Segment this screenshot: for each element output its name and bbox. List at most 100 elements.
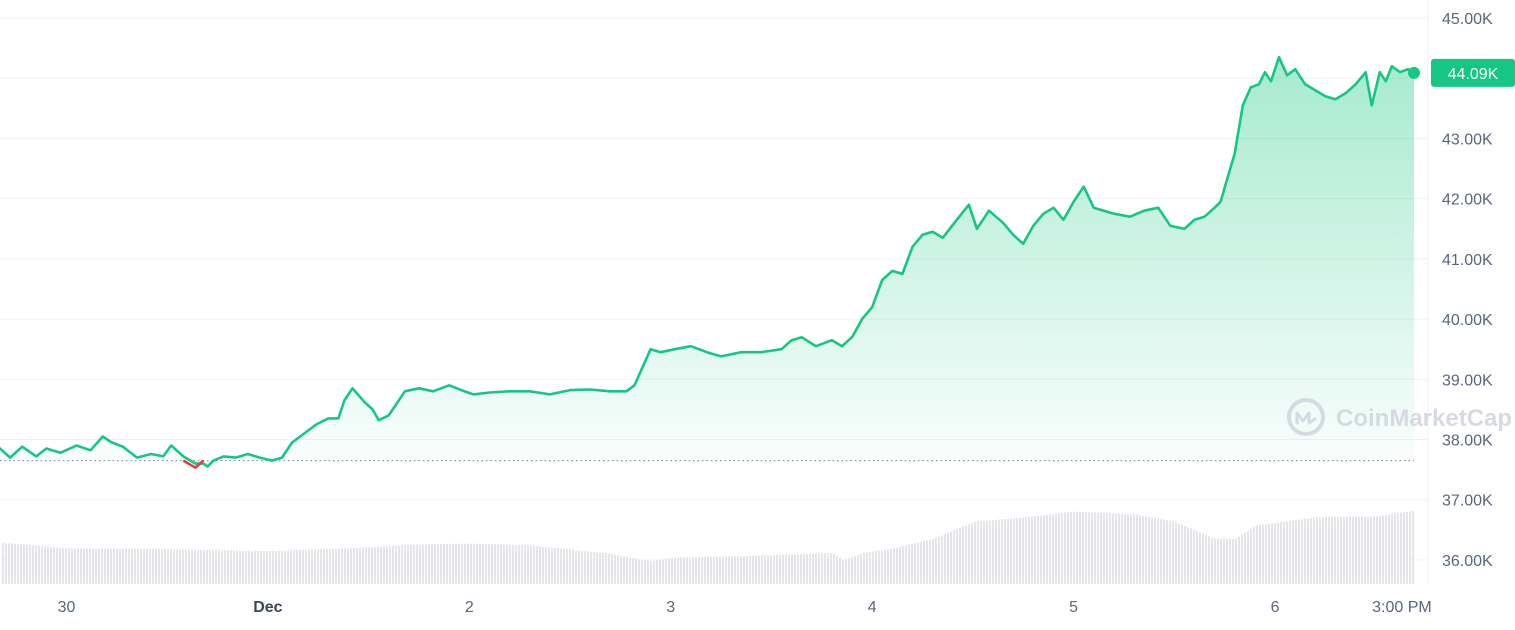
volume-bar <box>1010 518 1012 584</box>
volume-bar <box>158 549 160 584</box>
volume-bar <box>188 549 190 584</box>
volume-bar <box>1163 519 1165 584</box>
volume-bar <box>176 549 178 584</box>
volume-bar <box>227 550 229 584</box>
volume-bar <box>707 556 709 584</box>
volume-bar <box>290 550 292 584</box>
volume-bar <box>527 545 529 584</box>
volume-bar <box>1277 522 1279 584</box>
volume-bar <box>695 557 697 584</box>
volume-bar <box>1187 527 1189 584</box>
volume-bar <box>476 543 478 584</box>
volume-bar <box>179 549 181 584</box>
volume-bar <box>845 559 847 584</box>
volume-bar <box>986 520 988 584</box>
volume-bar <box>344 548 346 584</box>
volume-bar <box>194 549 196 584</box>
volume-bar <box>1181 524 1183 584</box>
volume-bar <box>662 559 664 584</box>
volume-bar <box>575 550 577 584</box>
volume-bar <box>734 556 736 584</box>
price-line-down-segment <box>182 459 205 469</box>
volume-bar <box>815 553 817 584</box>
volume-bar <box>542 546 544 584</box>
volume-bar <box>1286 521 1288 584</box>
volume-bar <box>755 555 757 584</box>
volume-bar <box>1121 513 1123 584</box>
volume-bar <box>824 553 826 584</box>
volume-bar <box>584 551 586 584</box>
x-tick-label: 2 <box>465 599 474 616</box>
volume-bar <box>743 555 745 584</box>
volume-bar <box>1238 536 1240 584</box>
volume-bar <box>608 553 610 584</box>
volume-bar <box>233 550 235 584</box>
volume-bar <box>971 522 973 584</box>
volume-bar <box>530 545 532 584</box>
volume-bar <box>1340 516 1342 584</box>
volume-bar <box>758 555 760 584</box>
volume-bar <box>197 549 199 584</box>
volume-bar <box>1040 515 1042 584</box>
volume-bar <box>668 558 670 584</box>
volume-bar <box>1373 516 1375 584</box>
y-tick-label: 43.00K <box>1442 131 1493 148</box>
volume-bar <box>674 557 676 584</box>
volume-bar <box>977 521 979 584</box>
volume-bar <box>494 544 496 584</box>
volume-bar <box>44 546 46 584</box>
price-area-fill <box>0 57 1414 467</box>
volume-bar <box>560 548 562 584</box>
volume-bar <box>458 543 460 584</box>
volume-bar <box>926 540 928 584</box>
volume-bar <box>920 541 922 584</box>
y-tick-label: 38.00K <box>1442 433 1493 450</box>
volume-bar <box>377 546 379 584</box>
volume-bar <box>1328 517 1330 584</box>
volume-bar <box>1058 513 1060 584</box>
volume-bar <box>965 525 967 584</box>
volume-bar <box>1358 516 1360 584</box>
volume-bar <box>587 551 589 584</box>
volume-bar <box>107 548 109 584</box>
volume-bar <box>938 536 940 584</box>
volume-bar <box>1361 516 1363 584</box>
x-tick-label: 3 <box>666 599 675 616</box>
volume-bar <box>536 546 538 584</box>
volume-bar <box>317 549 319 584</box>
x-tick-label: 30 <box>58 599 76 616</box>
volume-bar <box>1169 520 1171 584</box>
volume-bar <box>1259 525 1261 584</box>
volume-bar <box>803 553 805 584</box>
volume-bar <box>431 544 433 584</box>
volume-bar <box>698 557 700 584</box>
volume-bar <box>284 550 286 584</box>
volume-bar <box>368 547 370 584</box>
y-tick-label: 42.00K <box>1442 192 1493 209</box>
volume-bar <box>665 558 667 584</box>
price-line-path <box>0 55 1416 468</box>
volume-bar <box>1343 516 1345 584</box>
volume-bar <box>1346 516 1348 584</box>
volume-bar <box>593 552 595 584</box>
volume-bar <box>356 547 358 584</box>
volume-bar <box>1247 530 1249 584</box>
volume-bar <box>503 544 505 584</box>
volume-bar <box>1079 511 1081 584</box>
volume-bar <box>1388 514 1390 584</box>
volume-bar <box>722 556 724 584</box>
volume-bar <box>1403 512 1405 584</box>
volume-bars <box>2 510 1414 584</box>
volume-bar <box>299 550 301 584</box>
volume-bar <box>98 548 100 584</box>
volume-bar <box>464 543 466 584</box>
volume-bar <box>1232 538 1234 584</box>
price-line <box>0 55 1420 469</box>
volume-bar <box>830 553 832 584</box>
volume-bar <box>566 549 568 584</box>
volume-bar <box>752 555 754 584</box>
x-tick-label: Dec <box>253 599 282 616</box>
volume-bar <box>293 550 295 584</box>
